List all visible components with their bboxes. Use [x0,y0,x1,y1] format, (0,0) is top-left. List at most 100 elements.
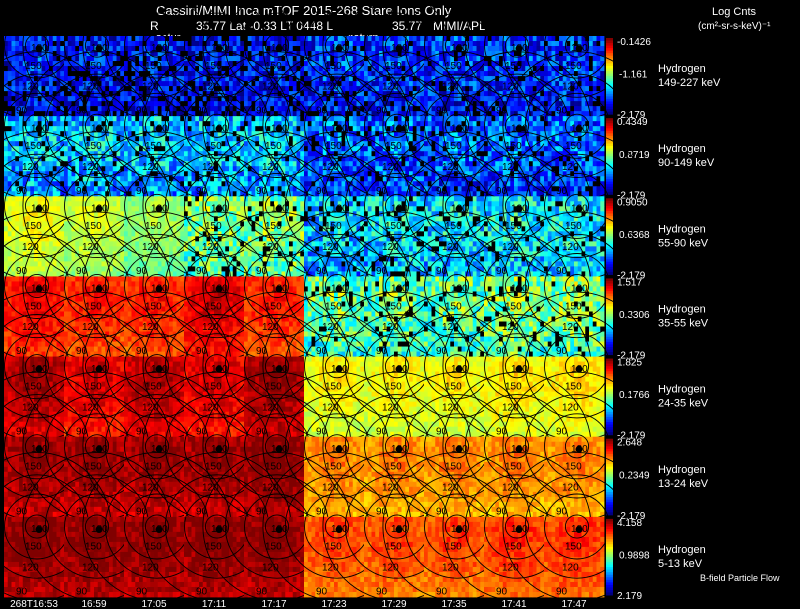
contour-label: 90 [256,266,268,277]
contour-label: 120 [442,242,459,253]
saturn-marker [335,285,343,293]
contour-label: 150 [265,61,282,72]
contour-label: 150 [505,301,522,312]
contour-label: 150 [565,221,582,232]
contour-label: 180 [451,204,468,215]
contour-line [504,354,530,379]
contour-label: 180 [271,204,288,215]
contour-label: 180 [151,43,168,54]
contour-label: 180 [151,364,168,375]
contour-line [264,514,290,539]
saturn-marker [155,365,163,373]
colorbar-max-label: -0.1426 [617,37,651,48]
colorbar-min-label: -2.179 [617,431,646,442]
saturn-marker [395,285,403,293]
saturn-marker [455,205,463,213]
contour-label: 180 [451,524,468,535]
contour-label: 180 [91,444,108,455]
time-tick-label: 17:41 [501,599,526,609]
contour-label: 120 [562,242,579,253]
contour-label: 90 [136,506,148,517]
contour-line [384,33,410,58]
contour-label: 180 [331,284,348,295]
heatmap-panel: 180 150 120 90 [322,291,472,441]
contour-label: 150 [325,381,342,392]
contour-label: 180 [211,524,228,535]
contour-label: 150 [325,141,342,152]
contour-label: 120 [322,563,339,574]
contour-line [144,193,170,218]
contour-line [84,193,110,218]
contour-label: 180 [271,43,288,54]
contour-line [504,33,530,58]
contour-line [384,193,410,218]
saturn-marker [215,445,223,453]
contour-label: 120 [502,242,519,253]
contour-line [524,0,630,98]
contour-label: 120 [262,162,279,173]
contour-label: 180 [31,43,48,54]
contour-label: 120 [502,162,519,173]
contour-label: 180 [271,284,288,295]
contour-label: 120 [202,482,219,493]
saturn-marker [395,445,403,453]
saturn-marker [335,445,343,453]
contour-label: 180 [511,444,528,455]
contour-label: 150 [385,381,402,392]
energy-label: 90-149 keV [658,157,715,169]
contour-label: 180 [151,123,168,134]
contour-label: 150 [25,381,42,392]
heatmap-panel: 180 150 120 90 [322,0,472,121]
contour-label: 150 [565,301,582,312]
saturn-marker [395,526,403,533]
contour-line [144,33,170,58]
colorbar-mid-label: 0.3306 [619,310,650,321]
contour-label: 120 [262,482,279,493]
contour-label: 90 [16,186,28,197]
contour-label: 180 [331,204,348,215]
contour-label: 90 [256,506,268,517]
saturn-marker [35,445,43,453]
saturn-marker [95,45,103,53]
heatmap-panel: 180 150 120 90 [502,371,652,521]
contour-label: 150 [505,141,522,152]
contour-label: 120 [22,242,39,253]
contour-line [144,113,170,138]
contour-line [324,273,350,299]
contour-label: 90 [376,106,388,117]
contour-line [264,113,290,138]
contour-label: 180 [91,524,108,535]
contour-line [444,273,470,299]
contour-line [144,273,170,299]
contour-label: 150 [25,221,42,232]
contour-label: 180 [571,123,588,134]
saturn-marker [575,125,583,133]
colorbar-mid-label: -1.161 [619,70,648,81]
contour-label: 150 [205,542,222,553]
saturn-marker [515,526,523,533]
contour-label: 150 [145,61,162,72]
species-label: Hydrogen [658,304,706,316]
contour-label: 150 [25,542,42,553]
contour-label: 150 [145,462,162,473]
contour-label: 120 [22,563,39,574]
b-field-note: B-field Particle Flow [700,573,780,583]
ephemeris-r-label: R [150,19,159,33]
colorbar-min-label: -2.179 [617,270,646,281]
contour-line [384,514,410,539]
contour-label: 120 [322,402,339,413]
contour-label: 120 [22,162,39,173]
contour-label: 120 [142,563,159,574]
contour-label: 120 [202,563,219,574]
contour-label: 150 [85,381,102,392]
contour-label: 120 [262,563,279,574]
contour-label: 150 [205,301,222,312]
heatmap-panel: 180 150 120 90 [502,211,652,361]
contour-label: 180 [391,364,408,375]
colorbar [606,198,613,275]
contour-label: 180 [331,123,348,134]
contour-line [524,153,630,259]
colorbar-min-label: -2.179 [617,351,646,362]
contour-label: 180 [271,364,288,375]
contour-line [444,193,470,218]
